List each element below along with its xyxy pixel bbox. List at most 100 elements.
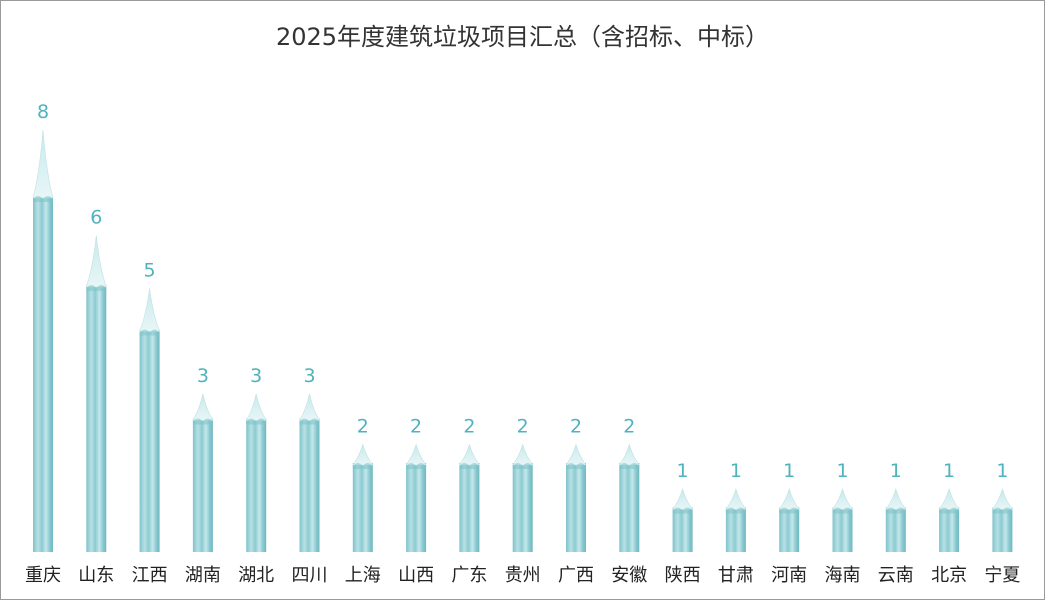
data-label: 2 xyxy=(570,416,582,438)
bar-body xyxy=(619,463,640,552)
bar-甘肃 xyxy=(725,487,747,552)
bar-四川 xyxy=(298,393,321,552)
bar-tip xyxy=(885,487,907,510)
bar-shoulder xyxy=(885,507,906,514)
x-tick-label: 湖北 xyxy=(238,565,274,586)
data-label: 3 xyxy=(303,365,315,387)
bar-tip xyxy=(618,443,640,466)
x-tick-label: 甘肃 xyxy=(718,565,754,586)
bar-贵州 xyxy=(512,443,534,552)
data-label: 1 xyxy=(677,460,689,482)
bar-body xyxy=(299,418,320,552)
x-tick-label: 山东 xyxy=(78,565,114,586)
bar-shoulder xyxy=(619,463,640,469)
bar-shoulder xyxy=(352,463,373,469)
bar-body xyxy=(992,507,1013,552)
bar-body xyxy=(246,418,267,552)
bar-shoulder xyxy=(33,196,53,202)
bar-tip xyxy=(671,487,694,510)
data-label: 2 xyxy=(623,416,635,438)
bar-shoulder xyxy=(992,507,1013,514)
x-tick-label: 陕西 xyxy=(665,565,701,586)
data-label: 5 xyxy=(144,259,156,281)
bar-tip xyxy=(352,443,374,466)
bar-shoulder xyxy=(139,329,160,336)
bar-tip xyxy=(938,487,960,510)
bar-湖北 xyxy=(245,393,267,552)
bar-tip xyxy=(85,235,107,288)
bar-shoulder xyxy=(86,285,107,291)
bar-上海 xyxy=(352,443,374,552)
data-label: 3 xyxy=(250,365,262,387)
bar-陕西 xyxy=(671,487,694,552)
bar-广东 xyxy=(458,443,481,552)
bar-云南 xyxy=(885,487,907,552)
bar-body xyxy=(33,196,53,552)
data-label: 1 xyxy=(836,460,848,482)
bar-tip xyxy=(405,443,427,466)
bar-body xyxy=(885,507,906,552)
x-tick-label: 贵州 xyxy=(505,565,541,586)
bar-body xyxy=(192,418,213,552)
bar-tip xyxy=(831,487,854,510)
bar-shoulder xyxy=(672,507,693,514)
bar-body xyxy=(139,329,160,552)
x-tick-label: 上海 xyxy=(345,565,381,586)
bar-山西 xyxy=(405,443,427,552)
bar-tip xyxy=(245,393,267,421)
bar-tip xyxy=(565,443,587,466)
bar-江西 xyxy=(139,288,161,552)
x-tick-label: 广西 xyxy=(558,565,594,586)
bar-shoulder xyxy=(725,507,746,514)
x-tick-label: 北京 xyxy=(931,565,967,586)
bar-body xyxy=(939,507,960,552)
bar-重庆 xyxy=(32,129,54,552)
data-label: 1 xyxy=(890,460,902,482)
data-label: 2 xyxy=(517,416,529,438)
x-tick-label: 海南 xyxy=(825,565,861,586)
bar-海南 xyxy=(831,487,854,552)
x-tick-label: 安徽 xyxy=(611,565,647,586)
bar-tip xyxy=(192,393,214,421)
bar-tip xyxy=(512,443,534,466)
bar-tip xyxy=(778,487,800,510)
bar-body xyxy=(459,463,480,552)
x-tick-label: 河南 xyxy=(771,565,807,586)
bar-shoulder xyxy=(299,418,320,425)
bar-tip xyxy=(32,129,54,199)
bar-body xyxy=(832,507,853,552)
bar-北京 xyxy=(938,487,960,552)
bar-tip xyxy=(725,487,747,510)
bar-body xyxy=(352,463,373,552)
bar-body xyxy=(725,507,746,552)
data-label: 2 xyxy=(357,416,369,438)
data-label: 1 xyxy=(996,460,1008,482)
bar-shoulder xyxy=(406,463,427,469)
data-label: 2 xyxy=(410,416,422,438)
bar-tip xyxy=(139,288,161,332)
x-tick-label: 湖南 xyxy=(185,565,221,586)
bar-shoulder xyxy=(832,507,853,514)
bar-河南 xyxy=(778,487,800,552)
x-tick-label: 云南 xyxy=(878,565,914,586)
bar-body xyxy=(672,507,693,552)
bar-shoulder xyxy=(939,507,960,514)
bar-山东 xyxy=(85,235,107,552)
bar-body xyxy=(779,507,800,552)
chart-title: 2025年度建筑垃圾项目汇总（含招标、中标） xyxy=(275,23,770,51)
data-label: 1 xyxy=(730,460,742,482)
x-tick-label: 重庆 xyxy=(25,565,61,586)
data-label: 1 xyxy=(943,460,955,482)
data-label: 1 xyxy=(783,460,795,482)
data-label: 2 xyxy=(463,416,475,438)
bar-body xyxy=(512,463,533,552)
bar-tip xyxy=(298,393,321,421)
bar-tip xyxy=(991,487,1014,510)
bar-shoulder xyxy=(192,418,213,425)
x-tick-label: 江西 xyxy=(132,565,168,586)
bar-shoulder xyxy=(512,463,533,469)
x-tick-label: 山西 xyxy=(398,565,434,586)
bar-shoulder xyxy=(246,418,267,425)
bar-广西 xyxy=(565,443,587,552)
